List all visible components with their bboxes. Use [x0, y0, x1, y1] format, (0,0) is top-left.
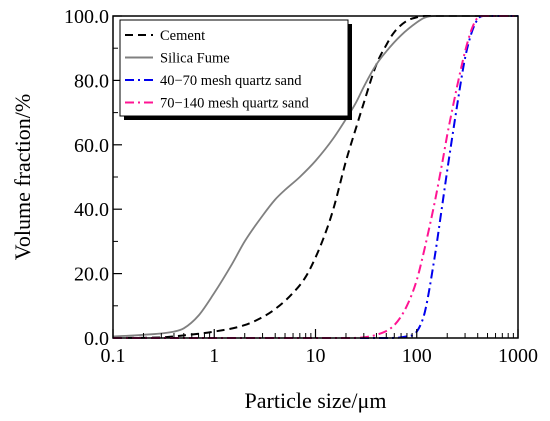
legend-label: Cement — [160, 28, 205, 44]
y-axis: 0.0 20.0 40.0 60.0 80.0 100.0 — [64, 6, 122, 350]
y-tick-label: 0.0 — [84, 328, 109, 350]
x-tick-label: 1000 — [498, 345, 538, 367]
legend-label: 70−140 mesh quartz sand — [160, 96, 309, 112]
x-axis-title: Particle size/μm — [245, 388, 387, 413]
series-layer — [112, 14, 518, 340]
series-line-silica-fume — [112, 15, 518, 338]
legend-box — [119, 19, 349, 117]
legend-label: 40−70 mesh quartz sand — [160, 73, 302, 89]
x-tick-label: 1 — [209, 345, 219, 367]
x-tick-label: 100 — [402, 345, 432, 367]
x-tick-label: 0.1 — [101, 345, 126, 367]
x-tick-label: 10 — [306, 345, 326, 367]
y-tick-label: 80.0 — [74, 70, 109, 92]
y-tick-label: 100.0 — [64, 6, 109, 28]
y-tick-label: 60.0 — [74, 135, 109, 157]
legend: Cement Silica Fume 40−70 mesh quartz sand 7… — [119, 19, 352, 120]
y-tick-label: 20.0 — [74, 264, 109, 286]
legend-label: Silica Fume — [160, 51, 230, 67]
x-axis: 0.1 1 10 100 1000 — [101, 329, 538, 367]
series-line-cement — [112, 14, 518, 339]
series-line-70-140-mesh-quartz-sand — [112, 14, 518, 339]
y-axis-title: Volume fraction/% — [10, 94, 35, 260]
series-line-40-70-mesh-quartz-sand — [112, 14, 518, 340]
y-tick-label: 40.0 — [74, 199, 109, 221]
